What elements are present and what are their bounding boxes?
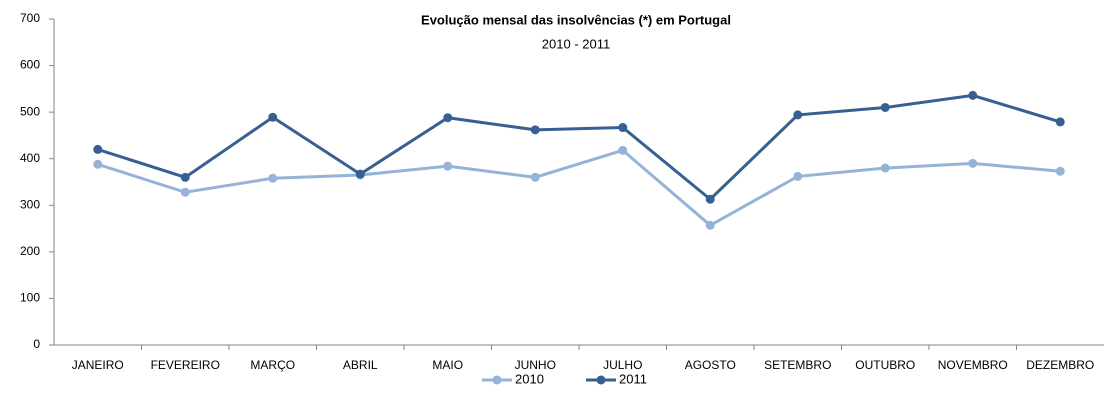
y-tick-label: 0 — [33, 337, 40, 351]
x-tick-label: ABRIL — [343, 358, 378, 372]
y-tick-label: 700 — [20, 11, 40, 25]
y-tick-label: 400 — [20, 151, 40, 165]
x-tick-label: JULHO — [603, 358, 642, 372]
data-point — [268, 173, 278, 183]
y-tick-label: 500 — [20, 104, 40, 118]
y-tick-label: 200 — [20, 244, 40, 258]
data-point — [530, 172, 540, 182]
data-point — [93, 159, 103, 169]
x-tick-label: MARÇO — [250, 358, 295, 372]
series-line — [97, 93, 1061, 202]
chart-subtitle: 2010 - 2011 — [542, 36, 610, 51]
data-point — [180, 172, 190, 182]
x-tick-label: JUNHO — [515, 358, 556, 372]
x-tick-label: MAIO — [432, 358, 463, 372]
data-point — [618, 123, 628, 133]
x-tick-label: NOVEMBRO — [938, 358, 1008, 372]
data-point — [355, 169, 365, 179]
legend-marker — [596, 375, 606, 385]
data-point — [443, 161, 453, 171]
y-tick-label: 100 — [20, 291, 40, 305]
x-tick-label: FEVEREIRO — [151, 358, 220, 372]
data-point — [880, 163, 890, 173]
data-point — [443, 113, 453, 123]
x-tick-label: AGOSTO — [685, 358, 736, 372]
data-point — [618, 145, 628, 155]
series-line — [97, 148, 1061, 228]
x-tick-label: OUTUBRO — [855, 358, 915, 372]
legend-marker — [492, 375, 502, 385]
x-tick-label: JANEIRO — [72, 358, 124, 372]
data-point — [793, 110, 803, 120]
data-point — [793, 171, 803, 181]
x-tick-label: SETEMBRO — [764, 358, 831, 372]
data-point — [268, 112, 278, 122]
y-tick-label: 300 — [20, 197, 40, 211]
legend-label: 2011 — [619, 371, 647, 386]
chart-title: Evolução mensal das insolvências (*) em … — [421, 12, 731, 27]
y-tick-label: 600 — [20, 58, 40, 72]
data-point — [705, 194, 715, 204]
x-tick-label: DEZEMBRO — [1026, 358, 1094, 372]
data-point — [530, 125, 540, 135]
data-point — [968, 158, 978, 168]
data-point — [180, 187, 190, 197]
data-point — [705, 220, 715, 230]
data-point — [880, 102, 890, 112]
data-point — [1055, 166, 1065, 176]
data-point — [1055, 117, 1065, 127]
data-point — [93, 144, 103, 154]
legend-label: 2010 — [515, 371, 544, 386]
data-point — [968, 90, 978, 100]
